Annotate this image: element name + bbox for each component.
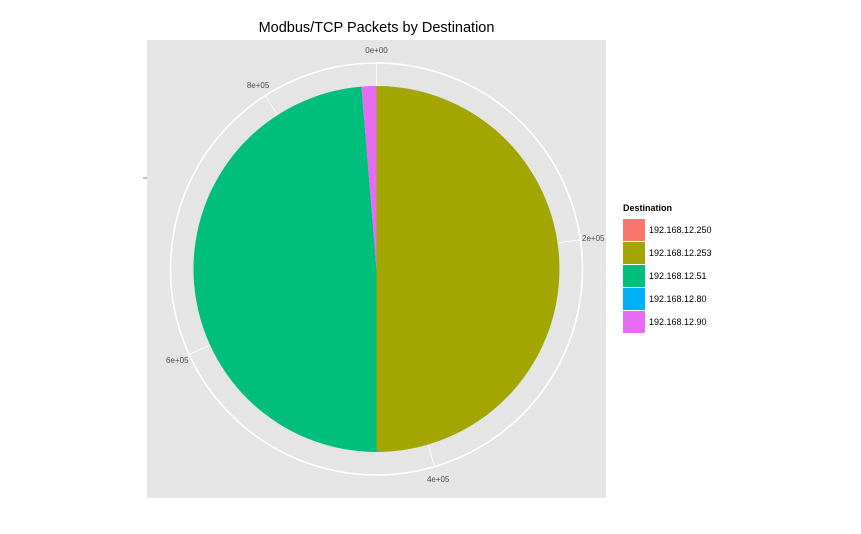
legend-title: Destination [623, 203, 673, 213]
theta-tick-label: 0e+00 [365, 46, 388, 55]
legend-label: 192.168.12.250 [649, 224, 712, 235]
legend-label: 192.168.12.253 [649, 247, 712, 258]
pie-slice [193, 86, 377, 452]
pie-slice [361, 86, 377, 269]
legend-item: 192.168.12.90 [623, 310, 712, 333]
legend-label: 192.168.12.51 [649, 270, 707, 281]
legend-item: 192.168.12.51 [623, 264, 712, 287]
legend-label: 192.168.12.90 [649, 316, 707, 327]
legend-key [623, 287, 645, 310]
chart-title: Modbus/TCP Packets by Destination [258, 20, 495, 36]
legend-key [623, 310, 645, 333]
legend-item: 192.168.12.250 [623, 218, 712, 241]
legend-key [623, 241, 645, 264]
theta-tick-label: 4e+05 [427, 475, 450, 484]
legend-key [623, 264, 645, 287]
pie-slice [376, 86, 560, 452]
legend-label: 192.168.12.80 [649, 293, 707, 304]
theta-tick-label: 8e+05 [247, 81, 270, 90]
legend-item: 192.168.12.253 [623, 241, 712, 264]
theta-tick-label: 6e+05 [166, 356, 189, 365]
theta-tick-label: 2e+05 [582, 234, 605, 243]
legend-key [623, 218, 645, 241]
legend: Destination 192.168.12.250 192.168.12.253… [623, 203, 712, 333]
legend-item: 192.168.12.80 [623, 287, 712, 310]
